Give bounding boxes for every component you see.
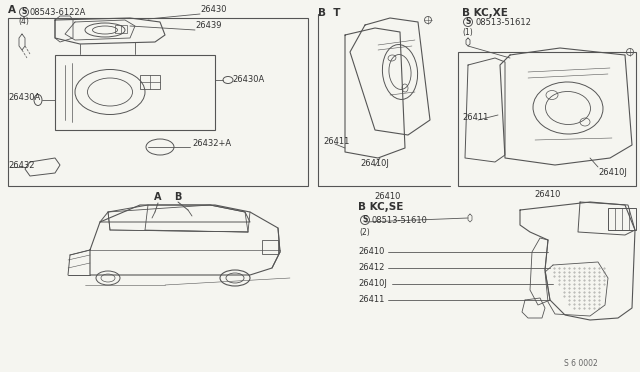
Text: 26432+A: 26432+A — [192, 140, 231, 148]
Text: A: A — [8, 5, 16, 15]
Text: S: S — [362, 215, 368, 224]
Text: 26410J: 26410J — [358, 279, 387, 289]
Text: 26410: 26410 — [358, 247, 385, 257]
Text: 26410J: 26410J — [598, 168, 627, 177]
Text: S 6 0002: S 6 0002 — [564, 359, 598, 368]
Text: (1): (1) — [463, 28, 474, 37]
Text: 26430A: 26430A — [232, 76, 264, 84]
Text: A: A — [154, 192, 162, 202]
Text: 26432: 26432 — [8, 160, 35, 170]
Bar — [8, 18, 308, 186]
Text: 26410J: 26410J — [360, 160, 389, 169]
Text: B  T: B T — [318, 8, 340, 18]
Bar — [115, 25, 127, 33]
Bar — [140, 75, 160, 89]
Text: B KC,XE: B KC,XE — [462, 8, 508, 18]
Text: 08513-51610: 08513-51610 — [372, 216, 428, 225]
Text: 26430A: 26430A — [8, 93, 40, 102]
Text: 26410: 26410 — [375, 192, 401, 201]
Text: S: S — [465, 17, 470, 26]
Text: B KC,SE: B KC,SE — [358, 202, 403, 212]
Text: 26411: 26411 — [462, 113, 488, 122]
Text: 26411: 26411 — [323, 138, 349, 147]
Text: (2): (2) — [360, 228, 371, 237]
Text: 26430: 26430 — [200, 5, 227, 14]
Text: S: S — [21, 7, 27, 16]
Text: 26410: 26410 — [535, 190, 561, 199]
Bar — [608, 208, 636, 230]
Text: 08513-51612: 08513-51612 — [475, 18, 531, 27]
Bar — [262, 240, 278, 254]
Text: 08543-6122A: 08543-6122A — [30, 8, 86, 17]
Text: 26412: 26412 — [358, 263, 385, 273]
Text: 26439: 26439 — [195, 22, 221, 31]
Text: B: B — [174, 192, 182, 202]
Bar — [55, 55, 215, 130]
Bar — [458, 52, 636, 186]
Text: 26411: 26411 — [358, 295, 385, 305]
Text: (4): (4) — [19, 17, 29, 26]
